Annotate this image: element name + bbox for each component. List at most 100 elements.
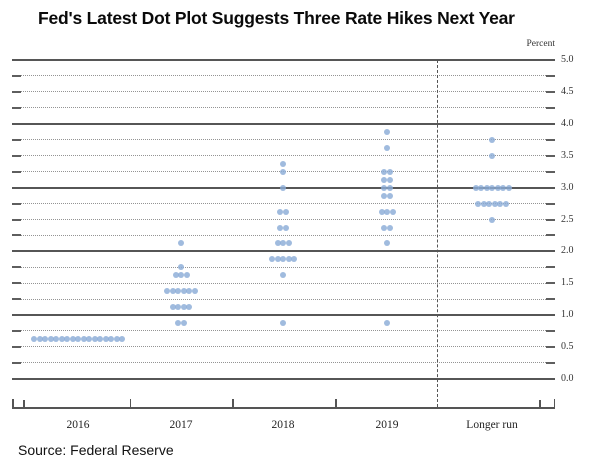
dot — [483, 184, 490, 191]
gridline-solid — [12, 59, 555, 61]
gridline-left-tick — [12, 106, 21, 109]
gridline-solid — [12, 250, 555, 253]
dot — [384, 128, 390, 135]
x-axis-label: 2016 — [66, 419, 90, 431]
dot — [282, 208, 289, 215]
y-axis-unit-label: Percent — [526, 39, 556, 49]
gridline-left-tick — [12, 138, 21, 141]
x-axis-label: 2019 — [375, 419, 399, 431]
dot — [178, 264, 184, 271]
gridline-dotted — [21, 154, 546, 156]
x-axis-tick — [129, 399, 131, 407]
gridline-left-tick — [12, 90, 21, 93]
dot — [480, 200, 487, 207]
dot — [500, 184, 506, 191]
gridline-dotted — [21, 75, 546, 77]
gridline-dotted — [21, 202, 546, 204]
dot — [384, 208, 390, 215]
dot — [280, 160, 286, 167]
dot — [386, 176, 393, 183]
dot — [102, 336, 109, 343]
dot — [280, 256, 286, 263]
y-axis-tick-label: 2.5 — [561, 213, 574, 225]
gridline-right-tick — [546, 346, 555, 349]
x-axis-end-cap — [553, 399, 555, 407]
dot — [478, 184, 484, 191]
chart-title: Fed's Latest Dot Plot Suggests Three Rat… — [38, 8, 515, 28]
dot — [113, 336, 120, 343]
dot — [64, 336, 70, 343]
dot — [178, 240, 184, 247]
dot — [69, 336, 76, 343]
dot — [389, 208, 396, 215]
gridline-right-tick — [546, 202, 555, 205]
dot — [269, 256, 275, 263]
dot — [186, 288, 193, 295]
dot — [285, 240, 292, 247]
dot — [494, 184, 501, 191]
dot — [381, 224, 388, 231]
x-axis-label: Longer run — [466, 419, 518, 431]
dot — [42, 336, 48, 343]
dot — [175, 288, 182, 295]
y-axis-tick-label: 1.0 — [561, 309, 574, 321]
gridline-dotted — [21, 266, 546, 268]
dot — [175, 320, 182, 327]
dot — [489, 216, 495, 223]
dot — [489, 152, 495, 159]
gridline-left-tick — [12, 154, 21, 157]
x-axis-end-cap — [12, 399, 14, 407]
dot — [180, 304, 187, 311]
gridline-solid — [12, 314, 555, 317]
dot — [186, 304, 193, 311]
y-axis-tick-label: 4.5 — [561, 85, 574, 97]
y-axis-tick-label: 3.5 — [561, 149, 574, 161]
source-attribution: Source: Federal Reserve — [18, 442, 174, 458]
gridline-dotted — [21, 139, 546, 140]
dot — [378, 208, 385, 215]
gridline-right-tick — [546, 330, 555, 333]
gridline-right-tick — [546, 90, 555, 93]
dot — [280, 184, 286, 191]
dot — [491, 200, 498, 207]
dot — [172, 272, 179, 279]
gridline-left-tick — [12, 218, 21, 221]
dot — [47, 336, 54, 343]
x-axis-label: 2018 — [271, 419, 295, 431]
x-axis-line — [12, 407, 555, 409]
dot — [386, 168, 393, 175]
longer-run-separator — [437, 60, 438, 407]
dot — [175, 304, 182, 311]
dot — [384, 320, 390, 327]
dot — [381, 184, 388, 191]
dot — [386, 224, 393, 231]
dot — [180, 288, 187, 295]
x-axis-tick — [232, 399, 234, 407]
dot — [164, 288, 171, 295]
dot — [274, 240, 281, 247]
dot — [280, 320, 286, 327]
dot — [277, 208, 284, 215]
dot — [277, 224, 284, 231]
dot — [384, 240, 390, 247]
gridline-dotted — [21, 107, 546, 109]
gridline-dotted — [21, 234, 546, 236]
dot — [381, 168, 388, 175]
gridline-right-tick — [546, 170, 555, 173]
y-axis-tick-label: 3.0 — [561, 181, 574, 193]
dot — [472, 184, 479, 191]
gridline-dotted — [21, 346, 546, 348]
dot — [489, 136, 495, 143]
gridline-solid — [12, 378, 555, 380]
gridline-right-tick — [546, 234, 555, 237]
y-axis-tick-label: 5.0 — [561, 54, 574, 65]
gridline-dotted — [21, 91, 546, 93]
gridline-left-tick — [12, 266, 21, 269]
dot — [282, 224, 289, 231]
dot — [178, 272, 184, 279]
dot — [75, 336, 81, 343]
dot — [191, 288, 198, 295]
dot — [384, 144, 390, 151]
gridline-solid — [12, 122, 555, 125]
